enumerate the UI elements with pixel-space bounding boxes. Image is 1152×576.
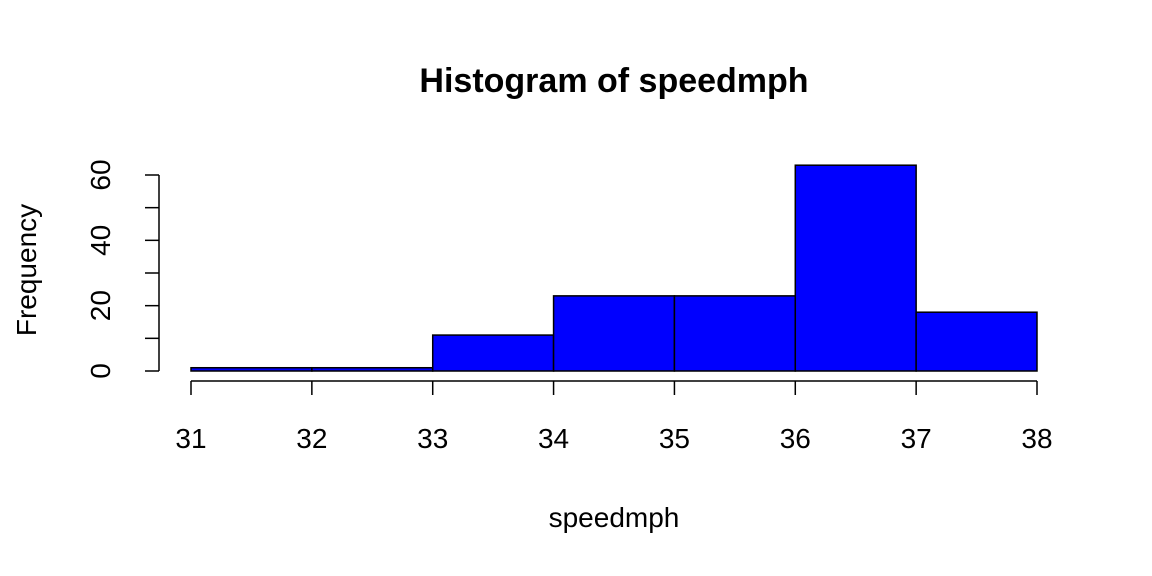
y-tick-label-40: 40 bbox=[85, 225, 116, 256]
histogram-bar-0 bbox=[190, 366, 313, 372]
y-tick-label-0: 0 bbox=[85, 363, 116, 379]
x-tick-label-34: 34 bbox=[538, 423, 569, 454]
x-tick-label-35: 35 bbox=[659, 423, 690, 454]
histogram-bar-4 bbox=[673, 295, 797, 372]
x-tick-label-32: 32 bbox=[296, 423, 327, 454]
x-tick-label-37: 37 bbox=[901, 423, 932, 454]
histogram-bar-1 bbox=[311, 366, 434, 372]
histogram-bar-6 bbox=[915, 311, 1038, 372]
chart-title: Histogram of speedmph bbox=[419, 62, 808, 100]
y-axis-label: Frequency bbox=[11, 204, 42, 336]
x-tick-label-38: 38 bbox=[1021, 423, 1052, 454]
y-tick-label-60: 60 bbox=[85, 159, 116, 190]
histogram-bar-5 bbox=[794, 164, 917, 372]
x-tick-label-36: 36 bbox=[780, 423, 811, 454]
x-axis-label: speedmph bbox=[549, 502, 680, 533]
histogram-bar-3 bbox=[552, 295, 676, 372]
histogram-bar-2 bbox=[431, 334, 555, 372]
y-tick-label-20: 20 bbox=[85, 290, 116, 321]
x-axis: 31 32 33 34 35 36 37 38 bbox=[175, 380, 1053, 454]
x-tick-label-33: 33 bbox=[417, 423, 448, 454]
bars-group bbox=[190, 164, 1038, 372]
x-tick-label-31: 31 bbox=[175, 423, 206, 454]
y-axis: 0 20 40 60 bbox=[85, 159, 160, 379]
